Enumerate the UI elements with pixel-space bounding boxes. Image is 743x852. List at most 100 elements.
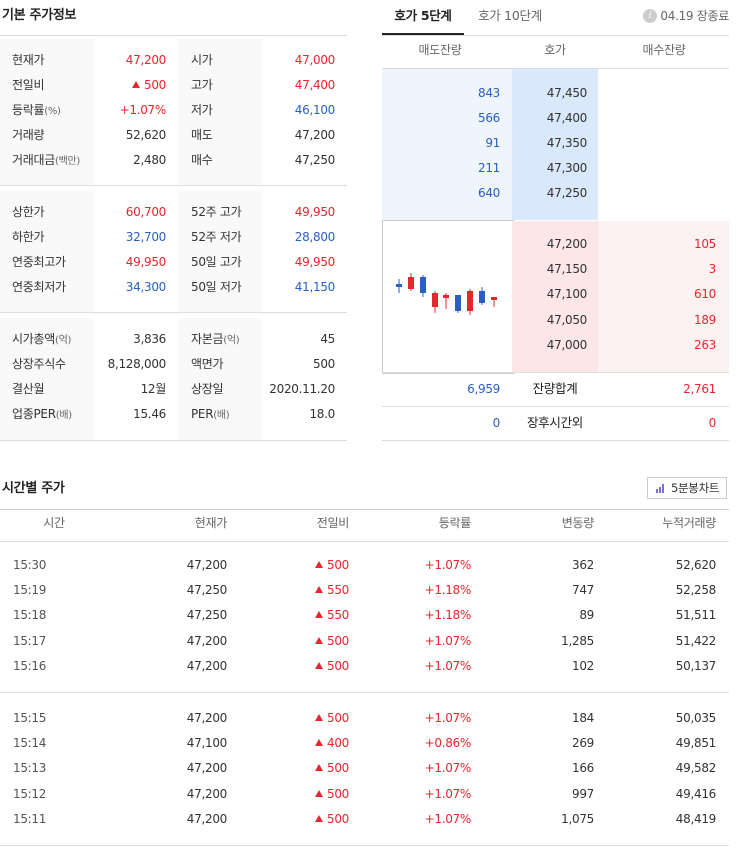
sell-quantity: 211 <box>477 161 500 175</box>
volume-change: 184 <box>571 711 594 725</box>
label-bg <box>0 191 94 312</box>
row-label: 저가 <box>191 102 213 118</box>
row-value: 8,128,000 <box>56 356 167 372</box>
tab[interactable]: 호가 10단계 <box>478 8 542 23</box>
cumulative-volume: 52,258 <box>675 583 717 598</box>
price: 47,200 <box>186 658 228 673</box>
cumulative-volume: 49,582 <box>675 761 717 776</box>
label-unit: (%) <box>44 106 61 117</box>
label-text: 고가 <box>191 78 213 92</box>
value-text: 52,620 <box>125 128 167 142</box>
buy-quantity: 610 <box>693 287 716 302</box>
info-icon: i <box>643 9 657 23</box>
row-label: 현재가 <box>12 52 45 68</box>
row-value: +1.07% <box>56 102 167 118</box>
label-text: 50일 고가 <box>191 255 242 269</box>
label-text: 하한가 <box>12 230 45 244</box>
chart-icon <box>656 484 666 493</box>
row-label: 고가 <box>191 77 213 93</box>
up-triangle <box>314 739 323 747</box>
change-rate: +1.07% <box>424 711 472 725</box>
volume-change: 1,075 <box>561 811 594 826</box>
row-value: 15.46 <box>56 406 166 422</box>
buy-quantity: 189 <box>693 312 716 327</box>
divider <box>0 692 729 693</box>
row-value: 47,250 <box>294 153 336 167</box>
up-triangle <box>314 764 323 772</box>
label-text: 결산월 <box>12 382 45 396</box>
label-text: 상장주식수 <box>12 357 66 371</box>
buy-box <box>382 220 514 374</box>
change-rate: +0.86% <box>424 736 472 751</box>
row-value: 34,300 <box>56 279 167 295</box>
row-label: 연중최고가 <box>12 254 66 270</box>
row-label: PER(배) <box>191 406 230 422</box>
change-rate: +1.07% <box>424 633 472 648</box>
up-triangle <box>314 814 323 822</box>
icon-bar <box>659 487 661 493</box>
time: 15:13 <box>13 761 47 776</box>
divider <box>0 185 347 186</box>
volume-change: 166 <box>571 761 594 776</box>
change-rate: +1.07% <box>424 811 472 826</box>
change-value: 500 <box>326 658 349 673</box>
row-value: 47,200 <box>56 52 167 68</box>
volume-change: 747 <box>571 583 594 598</box>
candle-thumbnail <box>396 273 497 315</box>
change: 500 <box>259 710 349 726</box>
value-text: 8,128,000 <box>107 357 167 371</box>
buy-qty-bg <box>598 221 729 372</box>
label-text: 거래량 <box>12 128 45 142</box>
sell-quantity: 843 <box>477 86 500 100</box>
status: 04.19 장종료 <box>660 9 729 23</box>
price: 47,200 <box>186 558 228 572</box>
row-label: 상장일 <box>191 381 224 397</box>
up-triangle <box>314 586 323 594</box>
up-triangle <box>131 81 140 88</box>
sell-quantity: 640 <box>477 186 500 200</box>
change-value: 500 <box>326 558 349 572</box>
divider <box>0 541 729 542</box>
row-value: 49,950 <box>294 205 336 219</box>
change: 500 <box>259 760 349 776</box>
cumulative-volume: 48,419 <box>675 811 717 826</box>
value-text: 2,480 <box>133 153 166 167</box>
chart-button[interactable]: 5분봉차트 <box>647 477 727 499</box>
label-text: 액면가 <box>191 357 224 371</box>
row-label: 50일 저가 <box>191 279 242 295</box>
buy-price-bg <box>512 221 598 372</box>
button-text: 5분봉차트 <box>671 481 720 495</box>
total-sell: 0 <box>492 416 501 430</box>
cumulative-volume: 52,620 <box>675 558 717 572</box>
change-value: 550 <box>326 583 349 598</box>
value-text: 49,950 <box>125 255 167 269</box>
cumulative-volume: 50,137 <box>675 658 717 673</box>
column-header: 시간 <box>43 516 65 530</box>
section-title: 기본 주가정보 <box>2 8 77 23</box>
label-text: 50일 저가 <box>191 280 242 294</box>
label-text: 매수 <box>191 153 213 167</box>
buy-price: 47,200 <box>546 237 588 251</box>
label-text: 시가 <box>191 53 213 67</box>
section-title: 시간별 주가 <box>2 481 65 496</box>
row-value: 45 <box>320 332 335 346</box>
column-header: 매도잔량 <box>418 43 462 57</box>
buy-quantity: 105 <box>693 237 716 251</box>
row-label: 상한가 <box>12 204 45 220</box>
value-text: 32,700 <box>125 230 167 244</box>
time: 15:14 <box>13 736 47 751</box>
change-value: 500 <box>326 761 349 776</box>
label-unit: (억) <box>223 335 240 346</box>
total-buy: 0 <box>708 416 717 430</box>
change-value: 500 <box>326 633 349 648</box>
label-unit: (백만) <box>54 156 80 167</box>
change: 550 <box>259 607 349 623</box>
icon-bar <box>656 489 658 493</box>
tab[interactable]: 호가 5단계 <box>394 8 452 23</box>
price: 47,200 <box>186 786 228 801</box>
label-text: 연중최고가 <box>12 255 66 269</box>
row-label: 52주 저가 <box>191 229 242 245</box>
row-value: 32,700 <box>56 229 167 245</box>
change-value: 550 <box>326 608 349 623</box>
time: 15:19 <box>13 583 47 598</box>
